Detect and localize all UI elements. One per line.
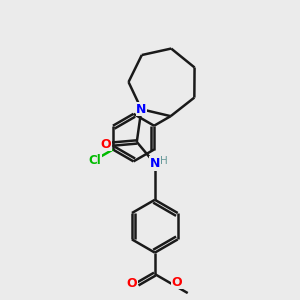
Text: O: O (101, 138, 112, 151)
Text: H: H (160, 156, 168, 166)
Text: N: N (136, 103, 147, 116)
Text: O: O (171, 276, 182, 289)
Text: N: N (150, 157, 160, 170)
Text: O: O (127, 278, 137, 290)
Text: Cl: Cl (88, 154, 101, 166)
